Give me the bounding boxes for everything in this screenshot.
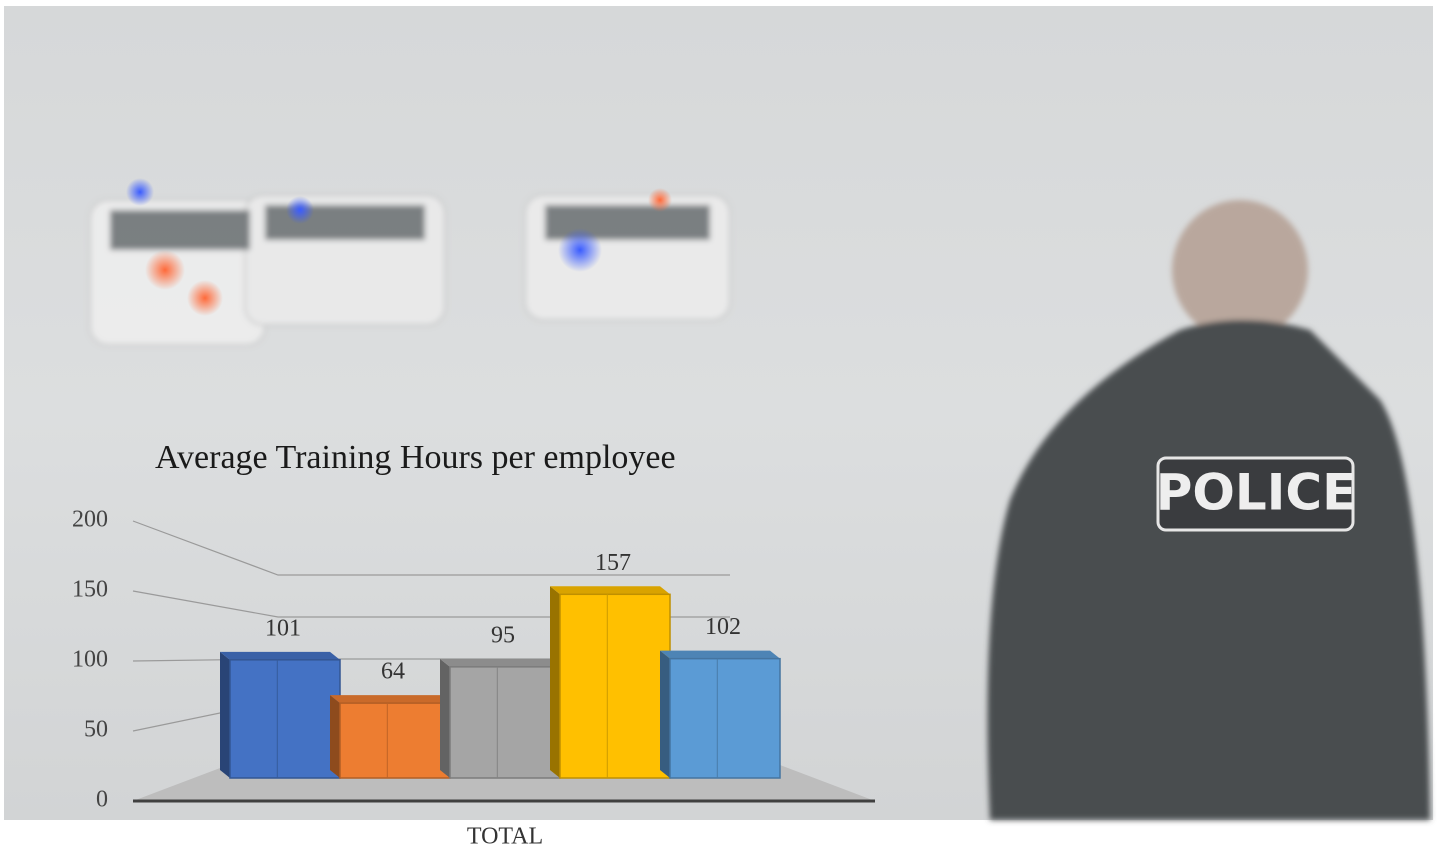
bar-top (330, 695, 450, 703)
bar-top (660, 651, 780, 659)
bar-top (550, 586, 670, 594)
bar (450, 667, 560, 778)
chart-title: Average Training Hours per employee (155, 439, 676, 476)
data-label: 95 (491, 622, 515, 648)
y-tick-label: 100 (72, 647, 108, 673)
x-tick-label: TOTAL (467, 824, 543, 850)
bar-side (550, 586, 560, 778)
bar (340, 703, 450, 778)
y-tick-label: 50 (84, 717, 108, 743)
data-label: 101 (265, 615, 301, 641)
y-tick-label: 200 (72, 507, 108, 533)
bar (230, 660, 340, 778)
data-label: 102 (705, 614, 741, 640)
bar-side (440, 659, 450, 778)
bar (670, 659, 780, 778)
data-label: 157 (595, 550, 631, 576)
y-tick-label: 0 (96, 787, 108, 813)
bar-side (220, 652, 230, 778)
bar (560, 594, 670, 778)
bar-side (660, 651, 670, 778)
y-tick-label: 150 (72, 577, 108, 603)
bar-top (220, 652, 340, 660)
page: {"chart_data": {"type": "bar3d", "title"… (0, 0, 1437, 850)
bar-side (330, 695, 340, 778)
data-label: 64 (381, 659, 405, 685)
svg-text:POLICE: POLICE (1156, 464, 1356, 522)
bar-top (440, 659, 560, 667)
chart: POLICE Average Training Hours per employ… (0, 0, 1437, 850)
